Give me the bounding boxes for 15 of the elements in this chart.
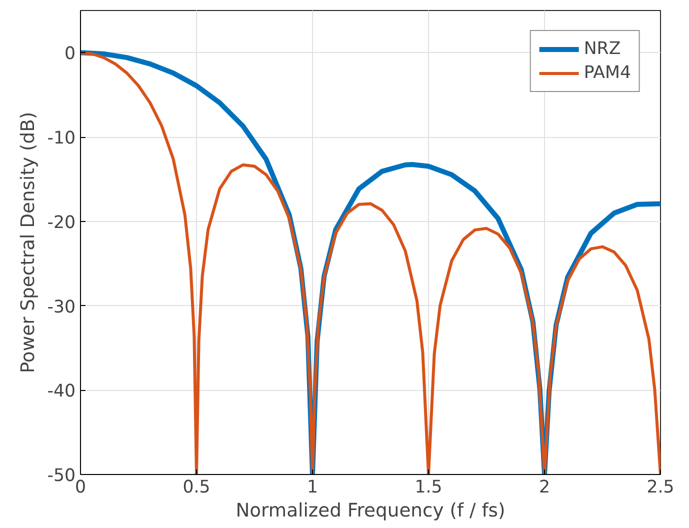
y-tick-label: -50 <box>47 466 76 486</box>
y-tick-label: -20 <box>47 212 76 233</box>
legend-label: NRZ <box>584 39 621 59</box>
y-tick-label: -40 <box>47 382 76 402</box>
y-tick-label: 0 <box>64 44 76 64</box>
x-tick-label: 2 <box>538 478 550 498</box>
legend-label: PAM4 <box>584 63 631 83</box>
x-tick-label: 0.5 <box>182 478 210 498</box>
y-axis-title: Power Spectral Density (dB) <box>18 112 40 374</box>
x-tick-label: 2.5 <box>646 478 674 498</box>
x-axis-title: Normalized Frequency (f / fs) <box>236 500 506 522</box>
x-tick-label: 1.5 <box>414 478 442 498</box>
y-tick-label: -10 <box>47 128 76 149</box>
x-tick-label: 1 <box>306 478 318 498</box>
y-tick-label: -30 <box>47 297 76 318</box>
